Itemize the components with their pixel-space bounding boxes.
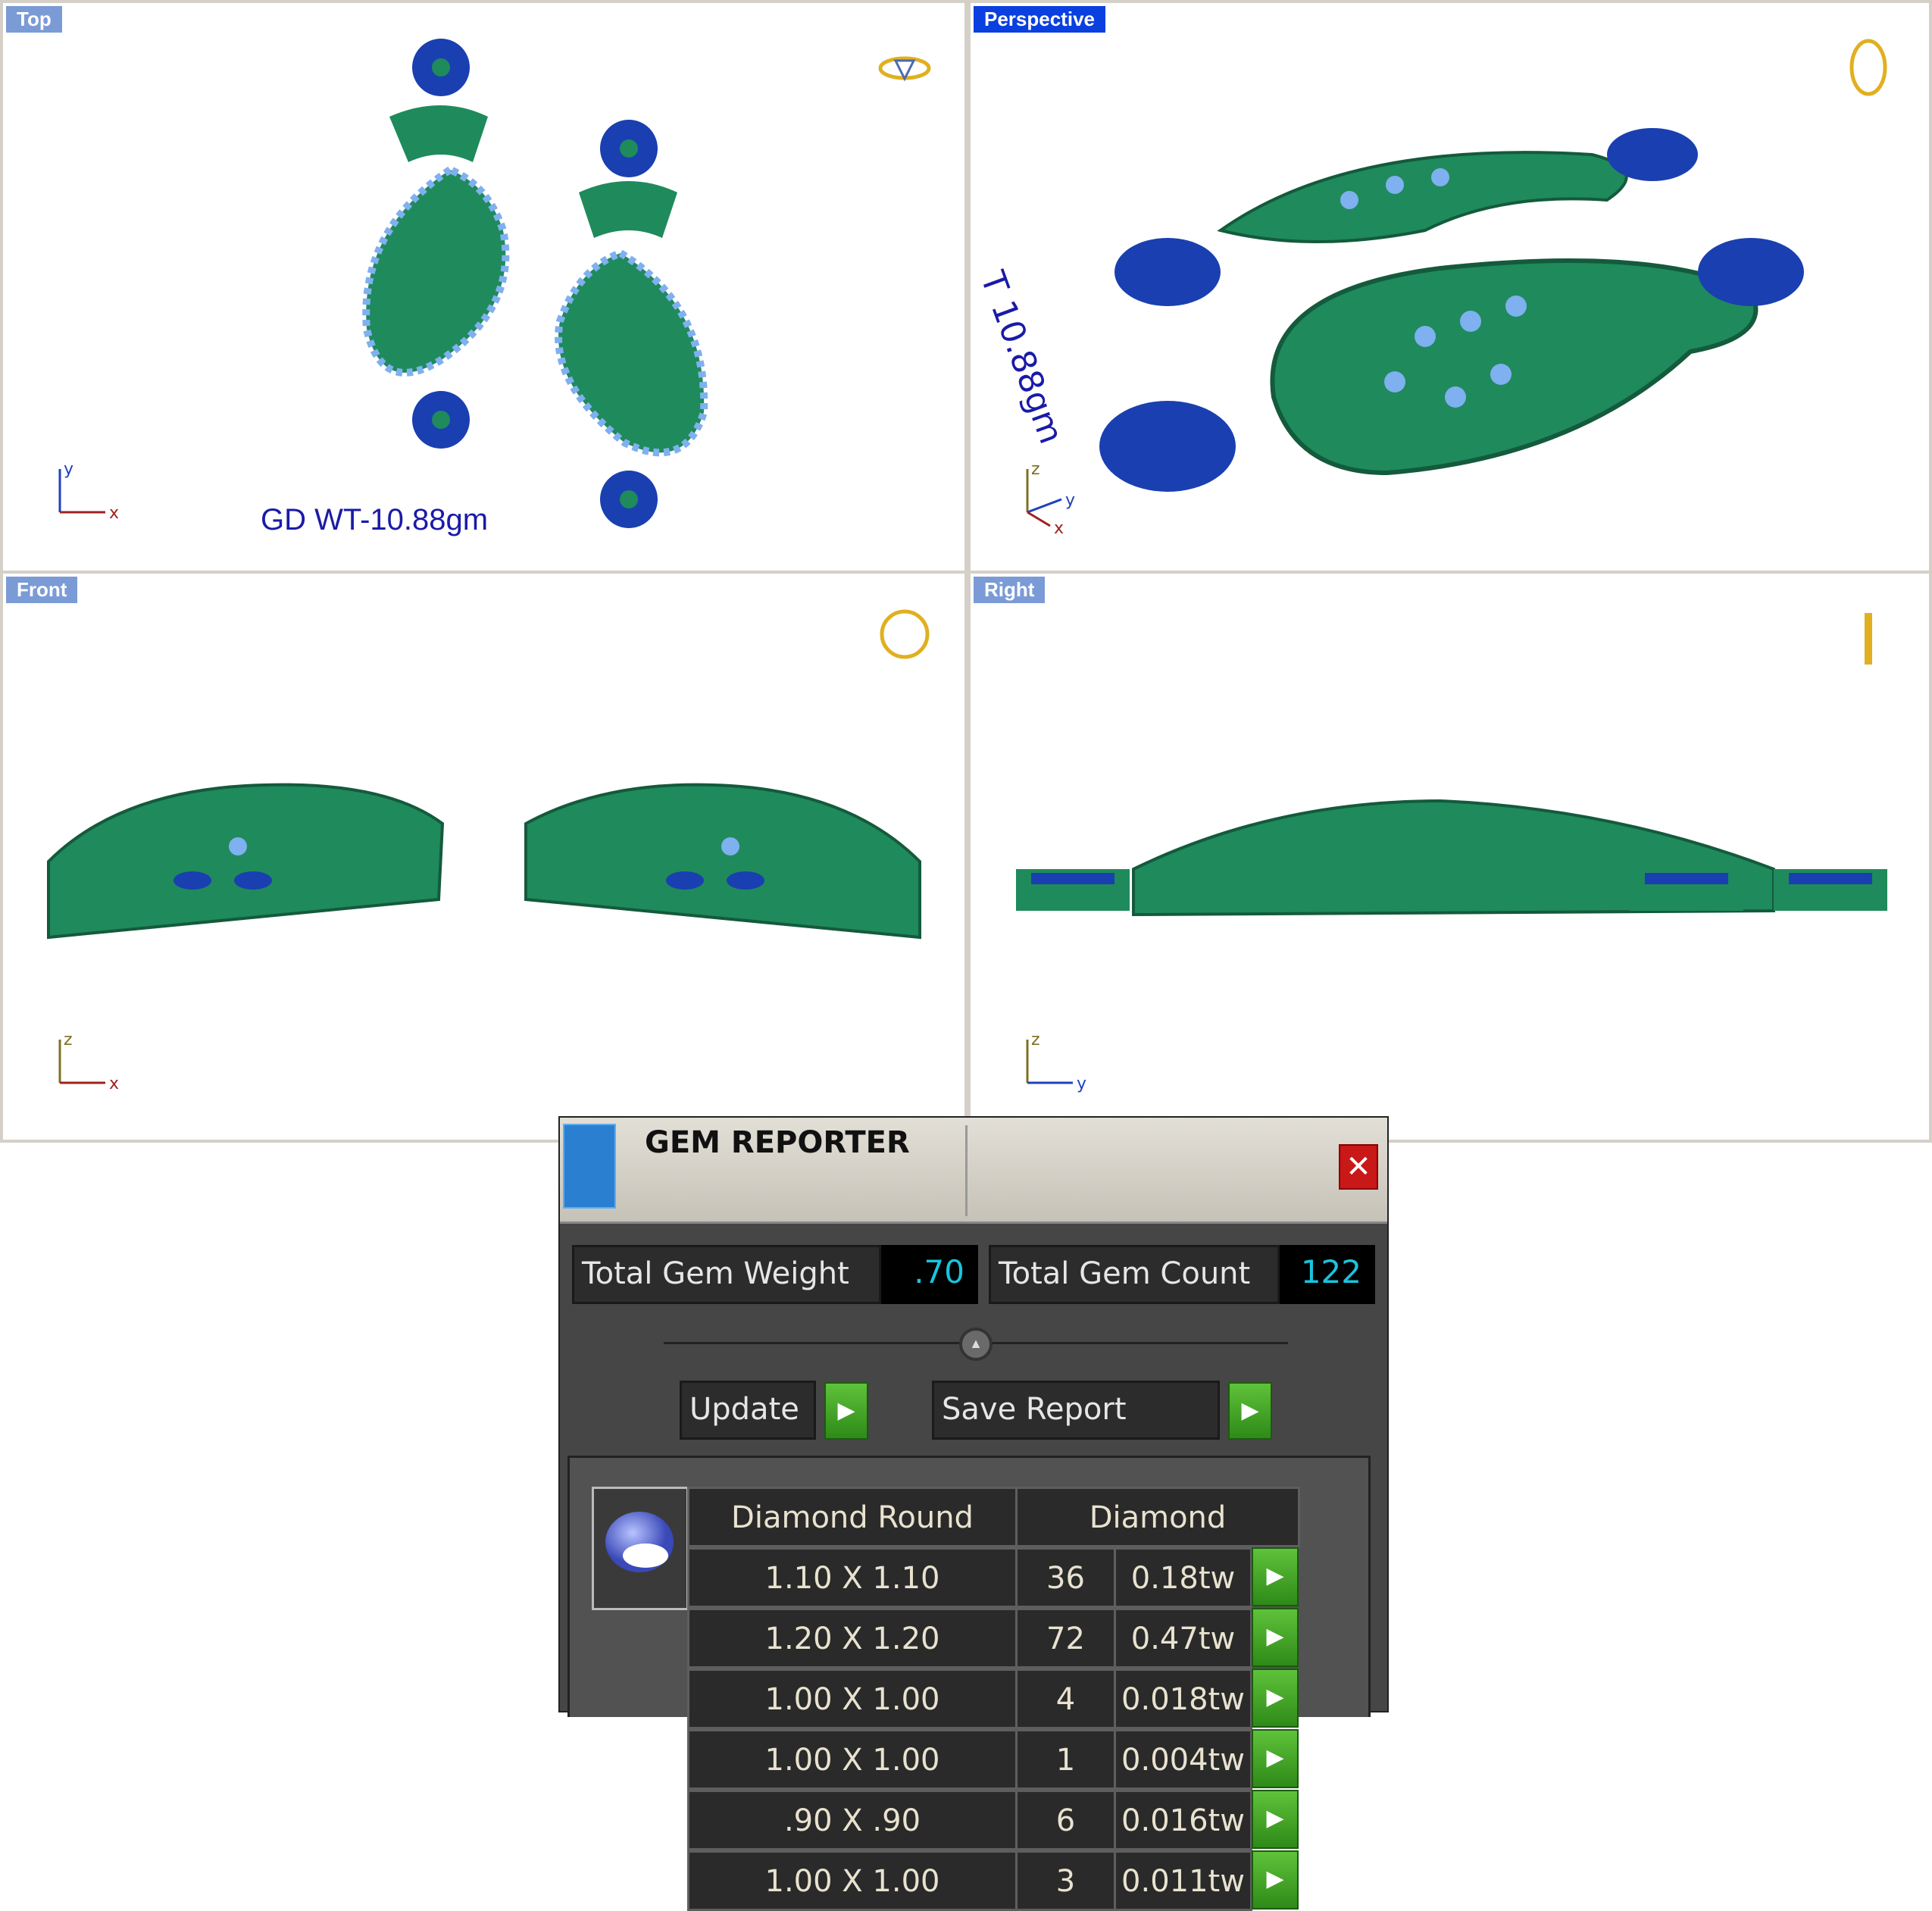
gem-count-cell: 1: [1015, 1729, 1116, 1790]
select-gems-play-icon[interactable]: ▶: [1252, 1608, 1299, 1667]
viewport-label-front[interactable]: Front: [6, 577, 78, 603]
svg-text:x: x: [1054, 519, 1064, 538]
gem-size-cell: 1.10 X 1.10: [687, 1547, 1018, 1608]
gem-reporter-window: GEM REPORTER ✕ Total Gem Weight .70 Tota…: [558, 1116, 1389, 1911]
gem-weight-cell: 0.004tw: [1114, 1729, 1252, 1790]
viewport-label-top[interactable]: Top: [6, 6, 62, 33]
svg-text:x: x: [109, 1074, 119, 1093]
ring-icon: [878, 56, 931, 82]
gem-size-cell: 1.00 X 1.00: [687, 1850, 1018, 1911]
right-view-render: zy: [1016, 613, 1887, 1093]
perspective-weight-note: T 10.88gm: [972, 266, 1071, 449]
total-gem-count-label: Total Gem Count: [989, 1245, 1280, 1304]
window-title: GEM REPORTER: [645, 1125, 910, 1160]
gem-table-panel: Diamond Round Diamond 1.10 X 1.10 36 0.18t…: [567, 1456, 1371, 1911]
total-gem-count-value: 122: [1280, 1245, 1375, 1304]
gem-reporter-app-icon: [563, 1124, 616, 1209]
axis-icon: zx: [58, 1031, 119, 1093]
svg-text:z: z: [64, 1031, 73, 1049]
gem-weight-cell: 0.18tw: [1114, 1547, 1252, 1608]
select-gems-play-icon[interactable]: ▶: [1252, 1790, 1299, 1849]
axis-icon: yx: [58, 460, 119, 523]
axis-icon: z yx: [1026, 460, 1075, 538]
total-gem-weight-value: .70: [881, 1245, 978, 1304]
close-icon[interactable]: ✕: [1339, 1144, 1378, 1190]
save-report-button[interactable]: Save Report: [932, 1381, 1220, 1440]
total-gem-weight-label: Total Gem Weight: [572, 1245, 881, 1304]
select-gems-play-icon[interactable]: ▶: [1252, 1547, 1299, 1606]
gem-weight-cell: 0.47tw: [1114, 1608, 1252, 1669]
svg-text:y: y: [1065, 491, 1075, 510]
select-gems-play-icon[interactable]: ▶: [1252, 1850, 1299, 1909]
title-divider: [965, 1125, 968, 1216]
svg-text:y: y: [1077, 1074, 1086, 1093]
front-view-render: zx: [47, 609, 930, 1093]
select-gems-play-icon[interactable]: ▶: [1252, 1669, 1299, 1728]
gem-count-cell: 72: [1015, 1608, 1116, 1669]
axis-icon: zy: [1026, 1031, 1086, 1093]
earring-right: [555, 120, 708, 528]
gem-size-cell: 1.20 X 1.20: [687, 1608, 1018, 1669]
gem-size-cell: .90 X .90: [687, 1790, 1018, 1850]
gem-size-cell: 1.00 X 1.00: [687, 1729, 1018, 1790]
viewport-label-perspective[interactable]: Perspective: [974, 6, 1105, 33]
gem-weight-cell: 0.018tw: [1114, 1669, 1252, 1729]
svg-text:z: z: [1031, 460, 1040, 479]
ring-icon: [880, 609, 930, 659]
gem-count-cell: 3: [1015, 1850, 1116, 1911]
table-header-shape: Diamond Round: [687, 1487, 1018, 1547]
earring-left: [362, 39, 510, 449]
save-report-play-icon[interactable]: ▶: [1228, 1382, 1272, 1440]
ring-icon: [1849, 39, 1887, 96]
select-gems-play-icon[interactable]: ▶: [1252, 1729, 1299, 1788]
gem-count-cell: 4: [1015, 1669, 1116, 1729]
gem-count-cell: 6: [1015, 1790, 1116, 1850]
top-view-render: yx: [58, 39, 931, 528]
svg-text:x: x: [109, 504, 119, 523]
table-header-type: Diamond: [1015, 1487, 1300, 1547]
gem-weight-cell: 0.016tw: [1114, 1790, 1252, 1850]
diamond-round-gem-icon: [592, 1487, 689, 1610]
collapse-toggle-icon[interactable]: ▲: [959, 1328, 993, 1361]
svg-text:y: y: [64, 460, 73, 479]
gem-weight-cell: 0.011tw: [1114, 1850, 1252, 1911]
perspective-view-render: T 10.88gm z yx: [972, 39, 1887, 538]
gold-weight-note: GD WT-10.88gm: [261, 503, 489, 536]
viewport-label-right[interactable]: Right: [974, 577, 1046, 603]
update-button[interactable]: Update: [680, 1381, 816, 1440]
update-play-icon[interactable]: ▶: [824, 1382, 868, 1440]
gem-count-cell: 36: [1015, 1547, 1116, 1608]
title-bar[interactable]: GEM REPORTER ✕: [560, 1118, 1387, 1224]
gem-size-cell: 1.00 X 1.00: [687, 1669, 1018, 1729]
svg-text:z: z: [1031, 1031, 1040, 1049]
